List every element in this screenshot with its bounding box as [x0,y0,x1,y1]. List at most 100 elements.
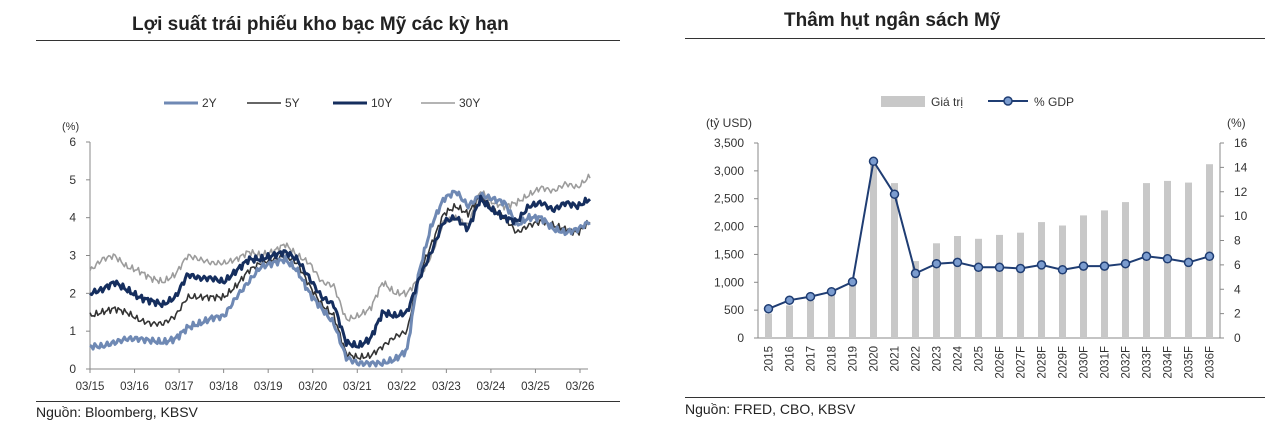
x-tick-label: 03/23 [432,381,461,393]
left-y-tick-label: 500 [724,303,744,317]
right-y-tick-label: 8 [1234,234,1241,248]
x-tick-label: 2035F [1184,346,1196,379]
gdp-point [784,295,795,305]
gdp-point [1204,251,1215,262]
legend-label-line: % GDP [1034,95,1074,109]
x-tick-label: 2024 [953,345,965,371]
x-tick-label: 03/15 [76,381,105,393]
x-tick-label: 03/26 [566,381,595,393]
left-chart-panel: Lợi suất trái phiếu kho bạc Mỹ các kỳ hạ… [36,14,620,420]
gdp-point [868,156,879,167]
x-tick-label: 2033F [1142,346,1154,379]
x-tick-label: 2031F [1100,346,1112,379]
y-tick-label: 2 [69,286,76,300]
gdp-point [1078,261,1089,271]
gdp-point [847,277,858,287]
bar [786,305,793,338]
gdp-point [1141,251,1152,262]
x-tick-label: 2029F [1058,346,1070,379]
x-tick-label: 03/21 [343,381,372,393]
gdp-point [910,268,921,279]
left-y-tick-label: 2,000 [714,220,744,234]
gdp-point [1162,254,1173,264]
y-tick-label: 0 [69,362,76,376]
bar [849,283,856,338]
x-tick-label: 2021 [890,346,902,372]
legend-label-10Y: 10Y [371,96,392,110]
left-title-rule [36,40,620,41]
bar [1101,210,1108,338]
gdp-point [889,189,900,199]
right-y-tick-label: 4 [1234,282,1241,296]
x-tick-label: 2034F [1163,346,1175,379]
right-source: Nguồn: FRED, CBO, KBSV [685,401,856,417]
left-y-tick-label: 1,500 [714,247,744,261]
x-tick-label: 2026F [995,346,1007,379]
gdp-line [768,158,1210,310]
gdp-point [1099,261,1110,271]
bar [1080,215,1087,338]
gdp-point [1015,263,1026,274]
left-y-tick-label: 0 [737,331,744,345]
yield-line-chart: 0 1 2 3 4 5 6 (%) 03/15 03/16 03/17 03/18 03/19 03/20… [62,96,595,393]
legend-swatch-marker [1003,96,1013,106]
bar [975,238,982,338]
y-tick-label: 4 [69,211,76,225]
x-tick-label: 03/20 [298,381,327,393]
y-tick-label: 1 [69,324,76,338]
bar [870,163,877,338]
series-line-2Y [89,189,591,368]
x-tick-label: 03/22 [387,381,416,393]
x-tick-label: 2023 [932,346,944,372]
gdp-point [763,304,774,314]
x-tick-label: 2016 [785,346,797,372]
x-tick-label: 2027F [1016,346,1028,379]
right-chart-panel: Thâm hụt ngân sách Mỹ 0 500 1,000 1,500 2,00… [640,0,1280,448]
right-title-rule [685,38,1265,39]
bar [954,236,961,338]
bar [1122,202,1129,338]
right-y-tick-label: 14 [1234,160,1248,174]
bar [807,300,814,338]
right-y-tick-label: 0 [1234,331,1241,345]
bar [828,294,835,338]
gdp-point [994,262,1005,273]
left-y-tick-label: 3,500 [714,136,744,150]
x-tick-label: 03/18 [209,381,238,393]
legend-label-5Y: 5Y [285,96,300,110]
x-tick-label: 2015 [764,346,776,372]
left-chart-title: Lợi suất trái phiếu kho bạc Mỹ các kỳ hạ… [132,14,509,35]
y-axis-label: (%) [62,121,79,133]
x-tick-label: 2020 [869,346,881,372]
series-line-10Y [89,194,592,349]
x-tick-label: 2018 [827,346,839,372]
left-y-tick-label: 2,500 [714,192,744,206]
left-y-tick-label: 3,000 [714,164,744,178]
bar [996,234,1003,338]
gdp-point [931,258,942,269]
left-y-axis-label: (tỷ USD) [706,116,752,130]
right-chart-title: Thâm hụt ngân sách Mỹ [784,10,1001,31]
y-tick-label: 5 [69,173,76,187]
left-source-rule [36,401,620,402]
legend-label-2Y: 2Y [202,96,217,110]
x-tick-label: 2032F [1121,346,1133,379]
right-y-axis-label: (%) [1227,116,1246,130]
x-tick-label: 03/24 [477,381,506,393]
gdp-point [973,262,984,273]
x-tick-label: 03/25 [521,381,550,393]
y-tick-label: 3 [69,249,76,263]
bar [765,313,772,338]
series-line-30Y [89,173,591,322]
y-tick-label: 6 [69,135,76,149]
right-source-rule [685,397,1265,398]
x-tick-label: 2017 [806,346,818,372]
gdp-point [1057,265,1068,275]
x-tick-label: 03/17 [165,381,194,393]
legend-swatch-bar [881,96,925,107]
gdp-point [1036,260,1047,270]
right-y-tick-label: 10 [1234,209,1248,223]
gdp-point [826,286,837,297]
gdp-point [1120,258,1131,269]
gdp-point [1183,257,1194,268]
